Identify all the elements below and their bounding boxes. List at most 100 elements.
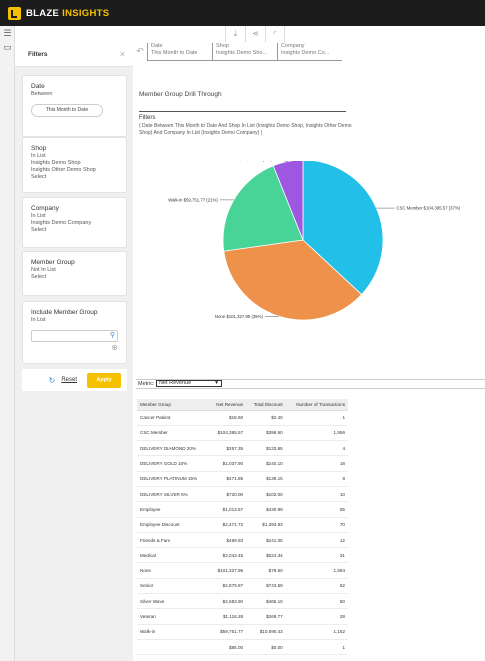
company-filter-title: Company <box>31 205 59 212</box>
cell-total-discount: $133.85 <box>246 440 286 457</box>
report-main: Member Group Drill Through Filters ( Dat… <box>133 61 485 661</box>
member-group-search-input[interactable]: ⚲ <box>31 330 118 342</box>
date-filter-card: Date Between This Month to Date <box>22 75 127 137</box>
metric-select[interactable]: Net Revenue ▼ <box>156 380 223 388</box>
member-group-filter-card: Member Group Not In List Select <box>22 251 127 296</box>
cell-member-group: DELIVERY DIAMOND 20% <box>137 440 209 457</box>
cell-transactions: 1,152 <box>285 624 348 640</box>
table-row[interactable]: Employee Discount $2,471.72 $1,393.93 70 <box>137 517 348 533</box>
cell-member-group: Friends & Fam <box>137 532 209 549</box>
cell-transactions: 1 <box>285 639 348 656</box>
table-body: Cancer Patient $18.60 $2.40 1 CSC Member $104… <box>137 410 348 656</box>
brand-name: BLAZE INSIGHTS <box>26 8 109 19</box>
table-row[interactable]: None $101,327.95 $78.50 1,594 <box>137 562 348 579</box>
cell-net-revenue: $101,327.95 <box>208 562 247 579</box>
back-arrow-icon[interactable]: ↶ <box>136 46 144 56</box>
filter-chip-company[interactable]: Company Insights Demo Co... <box>277 43 342 61</box>
column-header-total-discount[interactable]: Total Discount <box>246 399 286 411</box>
cell-net-revenue: $1,037.90 <box>208 455 247 472</box>
filter-summary-bar: ↶ Date This Month to Date Shop Insights … <box>133 43 485 61</box>
cell-total-discount: $0.00 <box>246 639 286 656</box>
pie-slice-label: None $101,327.95 (35%) <box>215 314 264 319</box>
shop-filter-title: Shop <box>31 145 47 152</box>
pie-slice[interactable] <box>272 161 304 241</box>
cell-transactions: 1,594 <box>285 562 348 579</box>
table-row[interactable]: CSC Member $104,395.57 $396.60 1,656 <box>137 425 348 442</box>
cell-total-discount: $10,590.43 <box>246 624 286 640</box>
pie-slice[interactable] <box>222 165 304 252</box>
close-icon[interactable]: × <box>119 49 125 59</box>
table-row[interactable]: Walk-in $59,751.77 $10,590.43 1,152 <box>137 624 348 640</box>
download-icon[interactable]: ⤓ <box>225 26 245 42</box>
cell-member-group: None <box>137 562 209 579</box>
folder-icon[interactable]: ▭ <box>3 42 12 52</box>
menu-icon[interactable]: ☰ <box>3 28 12 38</box>
cell-member-group: Employee Discount <box>137 517 209 533</box>
member-group-table: Member Group Net Revenue Total Discount … <box>137 399 348 656</box>
cell-net-revenue: $85.00 <box>208 639 247 656</box>
table-row[interactable]: Silver Wave $2,683.90 $465.10 50 <box>137 593 348 610</box>
table-row[interactable]: Senior $2,879.87 $743.59 52 <box>137 578 348 595</box>
table-row[interactable]: Medical $2,043.45 $524.34 31 <box>137 547 348 564</box>
search-icon[interactable]: ⚲ <box>109 332 115 339</box>
share-icon[interactable]: ⋖ <box>245 26 265 42</box>
member-group-filter-title: Member Group <box>31 259 75 266</box>
filters-panel-title: Filters <box>28 50 48 58</box>
apply-button[interactable]: Apply <box>87 372 121 388</box>
table-row[interactable]: Cancer Patient $18.60 $2.40 1 <box>137 410 348 426</box>
blaze-logo-icon <box>8 6 21 20</box>
table-row[interactable]: $85.00 $0.00 1 <box>137 639 348 656</box>
cell-transactions: 70 <box>285 517 348 533</box>
chip-label: Date <box>151 43 163 49</box>
table-row[interactable]: DELIVERY PLATINUM 15% $471.85 $139.15 8 <box>137 471 348 487</box>
column-header-net-revenue[interactable]: Net Revenue <box>208 399 247 411</box>
cell-net-revenue: $469.93 <box>208 532 247 549</box>
pie-slice[interactable] <box>223 239 363 321</box>
cell-transactions: 1 <box>285 410 348 426</box>
table-row[interactable]: DELIVERY DIAMOND 20% $257.35 $133.85 4 <box>137 440 348 457</box>
table-row[interactable]: DELIVERY SILVER 5% $720.00 $102.00 10 <box>137 486 348 503</box>
cell-net-revenue: $471.85 <box>208 471 247 487</box>
cell-net-revenue: $1,116.28 <box>208 608 247 625</box>
cell-transactions: 8 <box>285 471 348 487</box>
shop-filter-card: Shop In List Insights Demo Shop Insights… <box>22 137 127 193</box>
company-filter-select-link[interactable]: Select <box>31 227 47 233</box>
reset-link[interactable]: Reset <box>61 377 77 383</box>
date-range-select[interactable]: This Month to Date <box>31 104 103 117</box>
left-rail: ☰ ▭ <box>0 26 15 661</box>
cell-transactions: 50 <box>285 593 348 610</box>
cell-total-discount: $465.10 <box>246 593 286 610</box>
add-circle-icon[interactable]: ⊕ <box>111 343 118 352</box>
cell-transactions: 4 <box>285 440 348 457</box>
member-group-select-link[interactable]: Select <box>31 274 47 280</box>
table-row[interactable]: DELIVERY GOLD 10% $1,037.90 $240.10 18 <box>137 455 348 472</box>
cell-total-discount: $2.40 <box>246 410 286 426</box>
table-row[interactable]: Friends & Fam $469.93 $241.05 12 <box>137 532 348 549</box>
filter-chip-date[interactable]: Date This Month to Date <box>147 43 212 61</box>
metric-label: Metric: <box>138 381 155 387</box>
reset-icon[interactable]: ↻ <box>48 375 56 385</box>
cell-member-group: DELIVERY GOLD 10% <box>137 455 209 472</box>
cell-net-revenue: $720.00 <box>208 486 247 503</box>
applied-filters-title: Filters <box>139 115 156 121</box>
company-filter-value: Insights Demo Company <box>31 220 92 226</box>
table-row[interactable]: Veteran $1,116.28 $269.77 28 <box>137 608 348 625</box>
column-header-transactions[interactable]: Number of Transactions <box>285 399 348 411</box>
cell-total-discount: $240.10 <box>246 455 286 472</box>
filter-chip-shop[interactable]: Shop Insights Demo Sho... <box>212 43 277 61</box>
cell-total-discount: $269.77 <box>246 608 286 625</box>
applied-filters-text: ( Date Between This Month to Date And Sh… <box>139 123 352 136</box>
cell-member-group <box>137 639 209 656</box>
table-row[interactable]: Employee $1,013.57 $430.99 55 <box>137 501 348 518</box>
metric-bar: Metric: Net Revenue ▼ <box>136 379 485 389</box>
cell-net-revenue: $2,471.72 <box>208 517 247 533</box>
date-filter-operator: Between <box>31 91 53 97</box>
cell-net-revenue: $257.35 <box>208 440 247 457</box>
cell-net-revenue: $2,043.45 <box>208 547 247 564</box>
cell-net-revenue: $1,013.57 <box>208 501 247 518</box>
shop-filter-select-link[interactable]: Select <box>31 174 47 180</box>
rss-icon[interactable]: ◜ <box>265 26 285 42</box>
column-header-member-group[interactable]: Member Group <box>137 399 209 411</box>
pie-slice[interactable] <box>302 161 384 296</box>
top-bar: BLAZE INSIGHTS <box>0 0 485 26</box>
